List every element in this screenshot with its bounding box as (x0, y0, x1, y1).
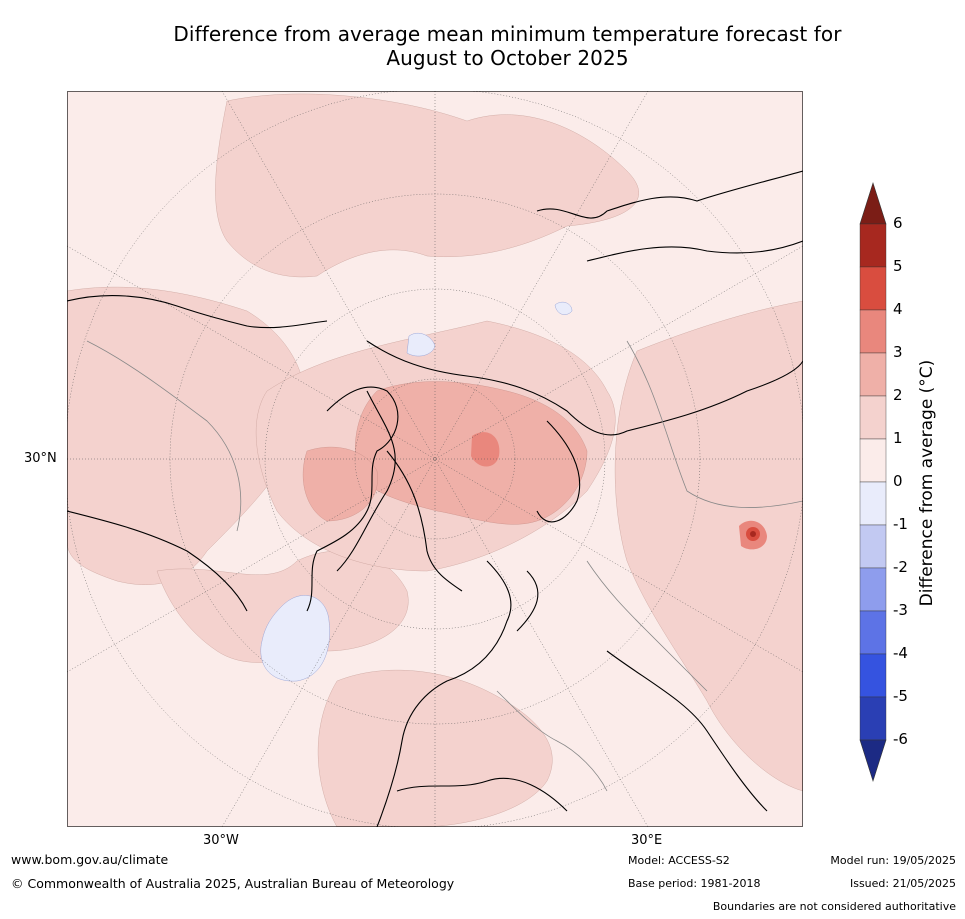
colorbar-swatches (859, 182, 887, 782)
anomaly-band-1-2-asia (614, 300, 803, 792)
colorbar-swatch (859, 438, 887, 483)
colorbar-tick-label: 0 (893, 472, 903, 490)
colorbar (850, 180, 960, 790)
colorbar-swatch (859, 223, 887, 268)
anomaly-band-neg-north-atlantic (260, 595, 330, 682)
colorbar-title: Difference from average (°C) (917, 359, 937, 607)
colorbar-tick-label: 1 (893, 429, 903, 447)
colorbar-tick-label: -4 (893, 644, 908, 662)
footer-model-run: Model run: 19/05/2025 (830, 854, 956, 867)
colorbar-tick-label: -3 (893, 601, 908, 619)
title-line-2: August to October 2025 (386, 46, 629, 70)
map-canvas (67, 91, 803, 827)
anomaly-band-1-2-arctic (215, 93, 639, 278)
colorbar-swatch (859, 524, 887, 569)
anomaly-band-5-6-spot (750, 531, 756, 537)
footer-disclaimer: Boundaries are not considered authoritat… (712, 900, 956, 913)
colorbar-swatch (859, 266, 887, 311)
colorbar-swatch (859, 395, 887, 440)
title-line-1: Difference from average mean minimum tem… (173, 22, 842, 46)
colorbar-under-arrow (859, 739, 887, 782)
footer-website[interactable]: www.bom.gov.au/climate (11, 852, 169, 867)
borders (86, 340, 803, 792)
colorbar-tick-label: -6 (893, 730, 908, 748)
colorbar-swatch (859, 567, 887, 612)
colorbar-tick-label: 3 (893, 343, 903, 361)
lon-label-30w: 30°W (203, 833, 239, 848)
anomaly-band-3-4-kara (471, 432, 500, 467)
lat-label-30n: 30°N (24, 451, 57, 466)
colorbar-swatch (859, 309, 887, 354)
forecast-map[interactable] (67, 91, 803, 827)
footer-base-period: Base period: 1981-2018 (628, 877, 761, 890)
graticule (67, 91, 803, 827)
lon-label-30e: 30°E (631, 833, 663, 848)
anomaly-band-2-3-greenland-sea (302, 446, 378, 522)
colorbar-tick-label: -2 (893, 558, 908, 576)
colorbar-swatch (859, 696, 887, 741)
footer-model: Model: ACCESS-S2 (628, 854, 730, 867)
colorbar-over-arrow (859, 182, 887, 225)
colorbar-tick-label: 6 (893, 214, 903, 232)
colorbar-swatch (859, 610, 887, 655)
colorbar-tick-label: 2 (893, 386, 903, 404)
colorbar-swatch (859, 352, 887, 397)
map-title: Difference from average mean minimum tem… (60, 22, 955, 70)
colorbar-tick-label: -5 (893, 687, 908, 705)
coastlines (67, 170, 803, 827)
colorbar-tick-label: -1 (893, 515, 908, 533)
colorbar-swatch (859, 481, 887, 526)
footer-copyright: © Commonwealth of Australia 2025, Austra… (11, 876, 455, 891)
anomaly-band-neg-bering (554, 301, 573, 315)
colorbar-tick-label: 4 (893, 300, 903, 318)
footer-issued: Issued: 21/05/2025 (849, 877, 956, 890)
colorbar-swatch (859, 653, 887, 698)
colorbar-tick-label: 5 (893, 257, 903, 275)
